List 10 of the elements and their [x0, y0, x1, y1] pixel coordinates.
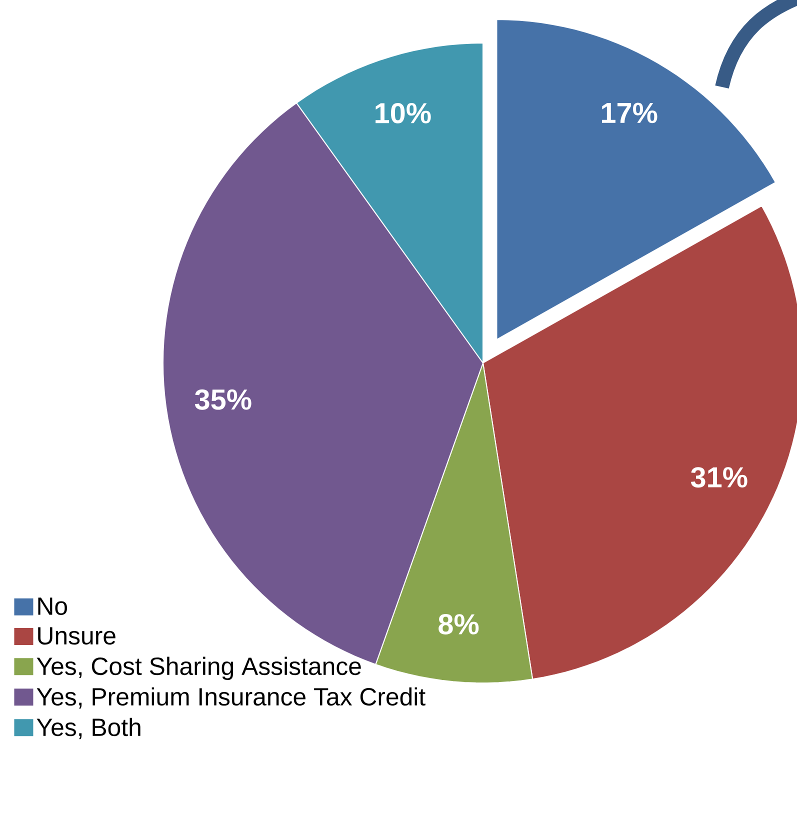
legend-label: Unsure [38, 627, 116, 645]
data-label: 17% [602, 102, 658, 124]
legend-label: Yes, Cost Sharing Assistance [36, 656, 361, 680]
data-label: 31% [690, 467, 748, 488]
legend-label: Yes, Premium Insurance Tax Credit [36, 687, 426, 709]
legend-label: Yes, Both [36, 718, 140, 740]
data-label: 10% [376, 102, 431, 124]
legend-label: No [38, 598, 68, 615]
data-label: 8% [438, 614, 479, 634]
data-label: 35% [194, 389, 252, 410]
